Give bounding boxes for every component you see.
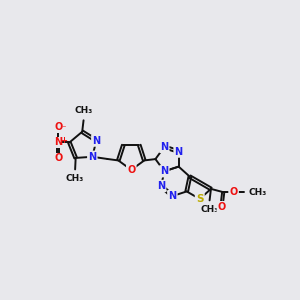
Text: S: S: [196, 194, 203, 204]
Text: O: O: [54, 153, 62, 163]
Text: N: N: [160, 142, 168, 152]
Text: N: N: [175, 146, 183, 157]
Text: N: N: [54, 137, 62, 148]
Text: +: +: [61, 136, 68, 145]
Text: CH₃: CH₃: [74, 106, 93, 115]
Text: CH₃: CH₃: [248, 188, 267, 197]
Text: CH₃: CH₃: [66, 174, 84, 183]
Text: O: O: [54, 122, 62, 133]
Text: O: O: [127, 165, 135, 175]
Text: N: N: [168, 191, 176, 201]
Text: N: N: [92, 136, 101, 146]
Text: N: N: [157, 181, 165, 191]
Text: O: O: [218, 202, 226, 212]
Text: N: N: [88, 152, 96, 162]
Text: CH₃: CH₃: [200, 205, 219, 214]
Text: O: O: [230, 187, 238, 197]
Text: ⁻: ⁻: [62, 123, 66, 132]
Text: N: N: [160, 166, 168, 176]
